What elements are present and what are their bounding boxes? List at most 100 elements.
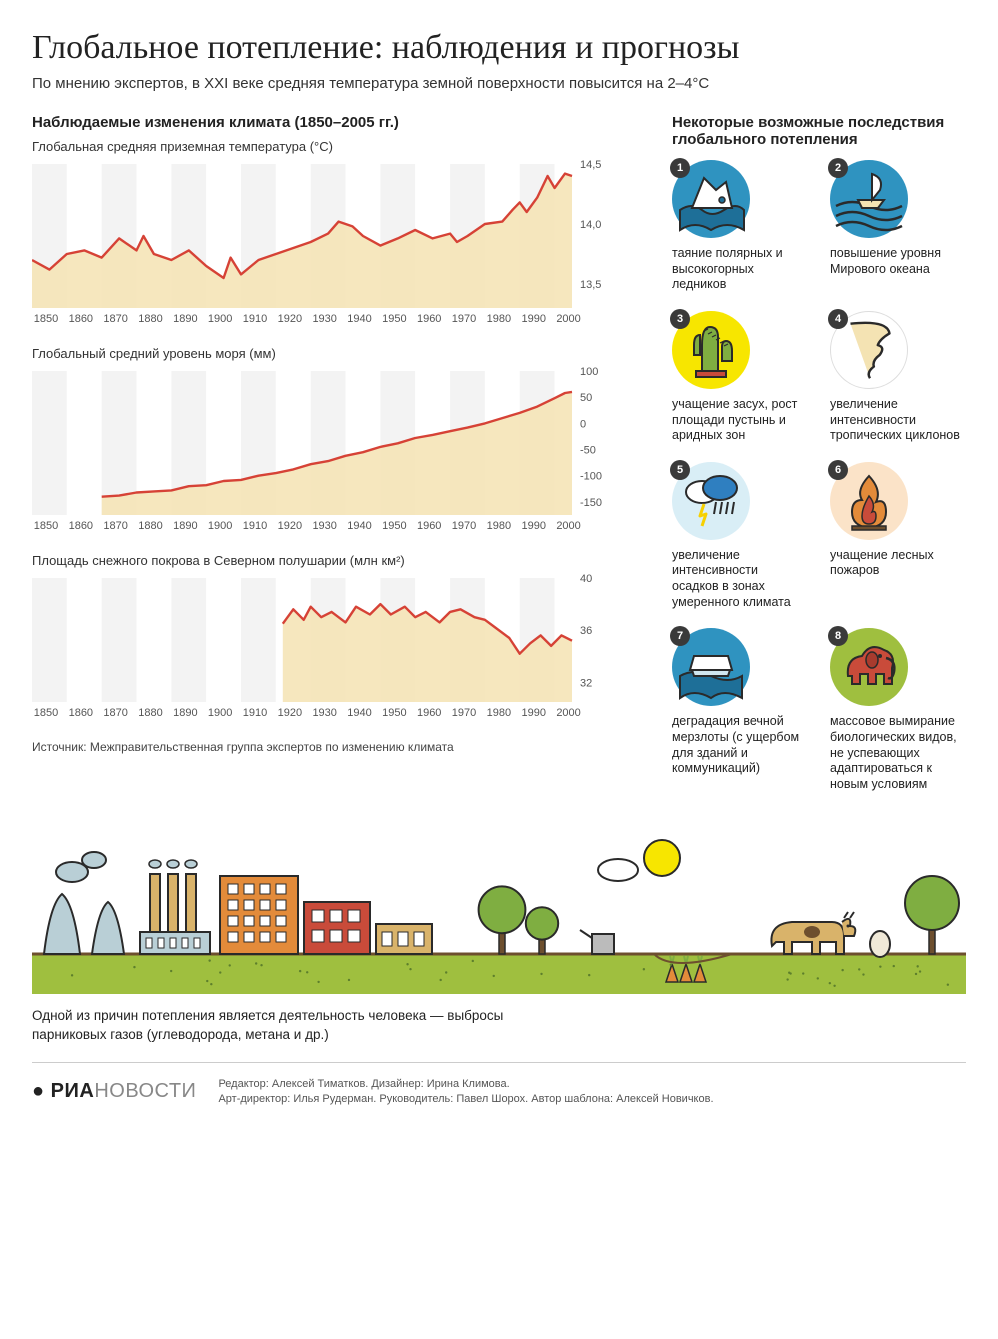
logo: ● РИАНОВОСТИ bbox=[32, 1080, 196, 1103]
svg-text:1940: 1940 bbox=[347, 520, 371, 532]
svg-text:1900: 1900 bbox=[208, 313, 232, 325]
svg-text:1980: 1980 bbox=[487, 520, 511, 532]
chart-title: Глобальный средний уровень моря (мм) bbox=[32, 346, 642, 361]
effect-item-8: 8массовое вымирание биологических видов,… bbox=[830, 628, 966, 792]
chart-snow: 1850186018701880189019001910192019301940… bbox=[32, 572, 602, 722]
svg-text:2000: 2000 bbox=[556, 313, 580, 325]
svg-text:1940: 1940 bbox=[347, 313, 371, 325]
svg-text:1870: 1870 bbox=[103, 313, 127, 325]
page-subtitle: По мнению экспертов, в XXI веке средняя … bbox=[32, 75, 966, 92]
effect-icon: 4 bbox=[830, 311, 910, 391]
effect-label: учащение лесных пожаров bbox=[830, 548, 966, 579]
svg-text:2000: 2000 bbox=[556, 707, 580, 719]
svg-text:1880: 1880 bbox=[138, 520, 162, 532]
svg-text:1910: 1910 bbox=[243, 313, 267, 325]
svg-text:-50: -50 bbox=[580, 445, 596, 457]
effect-item-6: 6 учащение лесных пожаров bbox=[830, 462, 966, 611]
credits-line2: Арт-директор: Илья Рудерман. Руководител… bbox=[218, 1092, 713, 1107]
svg-text:1900: 1900 bbox=[208, 520, 232, 532]
effect-badge: 1 bbox=[670, 158, 690, 178]
svg-text:0: 0 bbox=[580, 418, 586, 430]
effect-icon: 3 bbox=[672, 311, 752, 391]
svg-text:1870: 1870 bbox=[103, 520, 127, 532]
effect-item-7: 7деградация вечной мерзлоты (с ущербом д… bbox=[672, 628, 808, 792]
svg-text:1850: 1850 bbox=[34, 707, 58, 719]
effect-label: учащение засух, рост площади пустынь и а… bbox=[672, 397, 808, 444]
chart-block-temp: Глобальная средняя приземная температура… bbox=[32, 139, 642, 328]
effect-badge: 5 bbox=[670, 460, 690, 480]
bottom-illustration: Одной из причин потепления является деят… bbox=[32, 814, 966, 1043]
effects-column: Некоторые возможные последствия глобальн… bbox=[672, 114, 966, 792]
bottom-caption: Одной из причин потепления является деят… bbox=[32, 1007, 552, 1043]
svg-text:1890: 1890 bbox=[173, 520, 197, 532]
effect-badge: 2 bbox=[828, 158, 848, 178]
effect-icon: 1 bbox=[672, 160, 752, 240]
logo-suffix: НОВОСТИ bbox=[94, 1080, 196, 1102]
effect-icon: 5 bbox=[672, 462, 752, 542]
footer: ● РИАНОВОСТИ Редактор: Алексей Тиматков.… bbox=[32, 1062, 966, 1107]
logo-bullet: ● bbox=[32, 1080, 45, 1102]
effect-label: массовое вымирание биологических видов, … bbox=[830, 714, 966, 792]
effect-icon: 2 bbox=[830, 160, 910, 240]
page-title: Глобальное потепление: наблюдения и прог… bbox=[32, 28, 966, 67]
svg-text:1990: 1990 bbox=[521, 707, 545, 719]
svg-text:50: 50 bbox=[580, 392, 592, 404]
svg-text:1890: 1890 bbox=[173, 313, 197, 325]
effect-item-2: 2повышение уровня Мирового океана bbox=[830, 160, 966, 293]
svg-text:1970: 1970 bbox=[452, 520, 476, 532]
charts-column: Наблюдаемые изменения климата (1850–2005… bbox=[32, 114, 642, 792]
svg-text:-100: -100 bbox=[580, 471, 602, 483]
svg-text:1900: 1900 bbox=[208, 707, 232, 719]
svg-text:1930: 1930 bbox=[312, 313, 336, 325]
svg-text:1880: 1880 bbox=[138, 707, 162, 719]
svg-text:1950: 1950 bbox=[382, 520, 406, 532]
svg-text:1910: 1910 bbox=[243, 707, 267, 719]
svg-text:1850: 1850 bbox=[34, 520, 58, 532]
svg-text:2000: 2000 bbox=[556, 520, 580, 532]
svg-text:1960: 1960 bbox=[417, 520, 441, 532]
svg-text:1890: 1890 bbox=[173, 707, 197, 719]
credits: Редактор: Алексей Тиматков. Дизайнер: Ир… bbox=[218, 1077, 713, 1107]
svg-text:1990: 1990 bbox=[521, 520, 545, 532]
svg-text:1940: 1940 bbox=[347, 707, 371, 719]
svg-text:1990: 1990 bbox=[521, 313, 545, 325]
effect-item-1: 1таяние полярных и высокогорных ледников bbox=[672, 160, 808, 293]
effect-icon: 7 bbox=[672, 628, 752, 708]
charts-source: Источник: Межправительственная группа эк… bbox=[32, 740, 642, 754]
chart-sea: 1850186018701880189019001910192019301940… bbox=[32, 365, 602, 535]
svg-text:1930: 1930 bbox=[312, 520, 336, 532]
svg-text:1960: 1960 bbox=[417, 313, 441, 325]
svg-text:14,0: 14,0 bbox=[580, 219, 601, 231]
credits-line1: Редактор: Алексей Тиматков. Дизайнер: Ир… bbox=[218, 1077, 713, 1092]
svg-text:1860: 1860 bbox=[69, 520, 93, 532]
svg-text:1910: 1910 bbox=[243, 520, 267, 532]
svg-text:1920: 1920 bbox=[278, 707, 302, 719]
effect-badge: 3 bbox=[670, 309, 690, 329]
effect-label: деградация вечной мерзлоты (с ущербом дл… bbox=[672, 714, 808, 777]
svg-text:1950: 1950 bbox=[382, 707, 406, 719]
chart-title: Глобальная средняя приземная температура… bbox=[32, 139, 642, 154]
svg-text:1870: 1870 bbox=[103, 707, 127, 719]
effects-heading: Некоторые возможные последствия глобальн… bbox=[672, 114, 966, 148]
chart-block-snow: Площадь снежного покрова в Северном полу… bbox=[32, 553, 642, 722]
effect-label: увеличение интенсивности осадков в зонах… bbox=[672, 548, 808, 611]
effect-icon: 8 bbox=[830, 628, 910, 708]
svg-text:1960: 1960 bbox=[417, 707, 441, 719]
svg-text:100: 100 bbox=[580, 366, 598, 378]
effect-item-4: 4 увеличение интенсивности тропических ци… bbox=[830, 311, 966, 444]
svg-text:1980: 1980 bbox=[487, 313, 511, 325]
effect-badge: 4 bbox=[828, 309, 848, 329]
svg-text:1880: 1880 bbox=[138, 313, 162, 325]
svg-text:-150: -150 bbox=[580, 497, 602, 509]
svg-text:1920: 1920 bbox=[278, 313, 302, 325]
svg-text:40: 40 bbox=[580, 573, 592, 585]
effect-badge: 6 bbox=[828, 460, 848, 480]
svg-text:1950: 1950 bbox=[382, 313, 406, 325]
svg-text:1860: 1860 bbox=[69, 707, 93, 719]
chart-title: Площадь снежного покрова в Северном полу… bbox=[32, 553, 642, 568]
svg-text:1970: 1970 bbox=[452, 313, 476, 325]
svg-text:1970: 1970 bbox=[452, 707, 476, 719]
svg-text:13,5: 13,5 bbox=[580, 279, 601, 291]
effect-label: увеличение интенсивности тропических цик… bbox=[830, 397, 966, 444]
logo-prefix: РИА bbox=[51, 1080, 95, 1102]
